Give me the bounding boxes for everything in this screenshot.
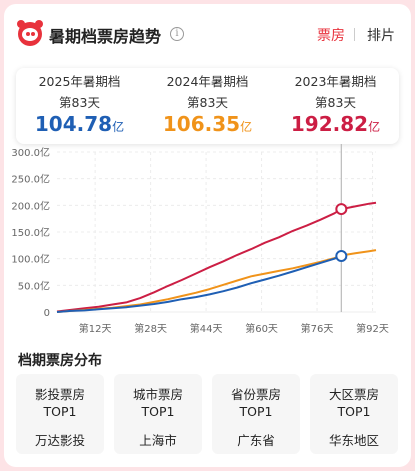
x-tick-label: 第76天 [301,322,334,335]
tab-divider [354,28,355,41]
dist-card-label: 省份票房 [230,387,281,402]
y-tick-label: 200.0亿 [11,199,50,212]
x-tick-label: 第44天 [190,322,223,335]
dist-card-label: 大区票房 [328,387,379,402]
stat-day-label: 第83天 [187,95,228,110]
dist-card-cinema-investor[interactable]: 影投票房 TOP1 万达影投 [16,374,104,454]
box-office-card: 暑期档票房趋势 i 票房 排片 2025年暑期档 第83天 104.78亿 20… [4,4,411,467]
stat-day-label: 第83天 [59,95,100,110]
box-office-trend-chart[interactable]: 0 50.0亿 100.0亿 150.0亿 200.0亿 250.0亿 300.0亿第12天… [4,144,411,344]
tab-screenings[interactable]: 排片 [367,28,395,44]
stat-unit: 亿 [368,120,381,134]
page-title: 暑期档票房趋势 [49,27,162,46]
info-icon[interactable]: i [170,27,184,41]
dist-card-rank: TOP1 [239,404,273,419]
dist-card-rank: TOP1 [141,404,175,419]
series-line-1 [56,249,377,313]
stat-value: 192.82 [290,112,369,136]
stat-day-label: 第83天 [315,95,356,110]
x-tick-label: 第92天 [356,322,389,335]
dist-card-city[interactable]: 城市票房 TOP1 上海市 [114,374,202,454]
stat-unit: 亿 [112,120,125,134]
distribution-title: 档期票房分布 [18,353,102,369]
panda-logo-icon [17,20,43,46]
dist-card-rank: TOP1 [337,404,371,419]
x-tick-label: 第28天 [134,322,167,335]
stat-year-label: 2024年暑期档 [166,74,249,89]
series-line-0 [56,201,377,313]
dist-card-province[interactable]: 省份票房 TOP1 广东省 [212,374,300,454]
x-tick-label: 第12天 [79,322,112,335]
dist-card-region[interactable]: 大区票房 TOP1 华东地区 [310,374,398,454]
tab-box-office[interactable]: 票房 [317,28,345,44]
dist-card-value: 万达影投 [34,433,85,448]
series-line-2 [56,255,342,313]
dist-card-value: 广东省 [237,433,275,448]
stat-value: 106.35 [162,112,241,136]
y-tick-label: 0 [44,308,50,319]
y-tick-label: 50.0亿 [18,279,50,292]
stats-panel: 2025年暑期档 第83天 104.78亿 2024年暑期档 第83天 106.… [16,68,399,144]
dist-card-value: 上海市 [139,433,177,448]
stat-year-label: 2025年暑期档 [38,74,121,89]
y-tick-label: 150.0亿 [11,226,50,239]
dist-card-value: 华东地区 [328,433,379,448]
y-tick-label: 100.0亿 [11,253,50,266]
series-marker-1 [335,250,348,262]
stat-year-label: 2023年暑期档 [294,74,377,89]
stat-value: 104.78 [34,112,113,136]
y-tick-label: 300.0亿 [11,146,50,159]
y-tick-label: 250.0亿 [11,173,50,186]
header: 暑期档票房趋势 i 票房 排片 [4,4,411,64]
dist-card-label: 城市票房 [132,387,183,402]
stat-unit: 亿 [240,120,253,134]
dist-card-rank: TOP1 [43,404,77,419]
stat-2024[interactable]: 2024年暑期档 第83天 106.35亿 [144,68,271,144]
stat-2023[interactable]: 2023年暑期档 第83天 192.82亿 [272,68,399,144]
series-marker-0 [335,203,348,216]
stat-2025[interactable]: 2025年暑期档 第83天 104.78亿 [16,68,143,144]
x-tick-label: 第60天 [245,322,278,335]
dist-card-label: 影投票房 [34,387,85,402]
